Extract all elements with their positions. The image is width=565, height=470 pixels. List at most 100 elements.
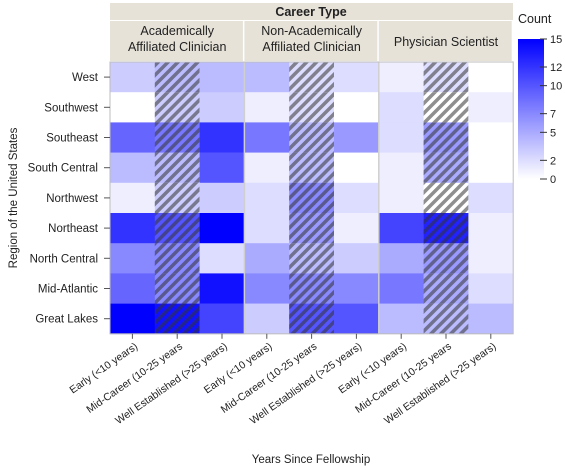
y-tick-label: Southeast bbox=[46, 133, 99, 145]
legend-tick-label: 15 bbox=[550, 34, 562, 46]
hatch-overlay bbox=[423, 243, 469, 274]
heatmap-cell bbox=[378, 152, 424, 184]
hatch-overlay bbox=[289, 273, 334, 304]
facet-label: Affiliated Clinician bbox=[262, 40, 360, 54]
x-tick-labels: Early (<10 years)Mid-Career (10-25 years… bbox=[68, 333, 499, 427]
hatch-overlay bbox=[289, 122, 334, 153]
heatmap-cells bbox=[109, 61, 514, 335]
heatmap-cell bbox=[334, 62, 380, 93]
hatch-overlay bbox=[154, 122, 200, 153]
heatmap-cell bbox=[378, 92, 424, 123]
heatmap-cell bbox=[468, 182, 514, 214]
heatmap-cell bbox=[468, 62, 514, 93]
heatmap-cell bbox=[110, 182, 156, 214]
hatch-overlay bbox=[154, 303, 200, 334]
facet-title: Career Type bbox=[275, 5, 346, 19]
heatmap-cell bbox=[334, 243, 380, 274]
heatmap-cell bbox=[334, 92, 380, 123]
heatmap-cell bbox=[244, 152, 290, 184]
hatch-overlay bbox=[154, 273, 200, 304]
hatch-overlay bbox=[154, 92, 200, 123]
heatmap-cell bbox=[244, 303, 290, 335]
hatch-overlay bbox=[154, 152, 200, 183]
heatmap-cell bbox=[244, 182, 290, 214]
x-axis-label: Years Since Fellowship bbox=[252, 454, 370, 466]
facet-label: Academically bbox=[140, 24, 214, 38]
hatch-overlay bbox=[154, 62, 200, 93]
heatmap-cell bbox=[378, 273, 424, 304]
heatmap-cell bbox=[334, 303, 380, 335]
heatmap-cell bbox=[244, 273, 290, 304]
hatch-overlay bbox=[289, 92, 334, 123]
y-tick-label: Northeast bbox=[48, 223, 99, 235]
heatmap-cell bbox=[110, 62, 156, 93]
heatmap-cell bbox=[334, 122, 380, 153]
heatmap-cell bbox=[468, 273, 514, 304]
legend-tick-label: 12 bbox=[550, 62, 562, 74]
y-tick-label: Great Lakes bbox=[35, 314, 98, 326]
facet-header-0 bbox=[110, 21, 243, 61]
legend-color-bar bbox=[518, 39, 544, 179]
heatmap-cell bbox=[378, 243, 424, 274]
hatch-overlay bbox=[154, 243, 200, 274]
heatmap-cell bbox=[378, 182, 424, 214]
hatch-overlay bbox=[289, 303, 334, 334]
heatmap-cell bbox=[334, 213, 380, 244]
heatmap-cell bbox=[110, 303, 156, 335]
y-tick-label: Northwest bbox=[46, 193, 99, 205]
heatmap-cell bbox=[244, 122, 290, 153]
heatmap-cell bbox=[244, 92, 290, 123]
facet-header-1 bbox=[244, 21, 378, 61]
legend-tick-label: 7 bbox=[550, 109, 556, 121]
y-tick-label: West bbox=[72, 72, 99, 84]
heatmap-cell bbox=[199, 273, 245, 304]
hatch-overlay bbox=[289, 243, 334, 274]
hatch-overlay bbox=[423, 152, 469, 183]
heatmap-cell bbox=[110, 92, 156, 123]
heatmap-cell bbox=[110, 122, 156, 153]
heatmap-cell bbox=[110, 273, 156, 304]
hatch-overlay bbox=[289, 182, 334, 213]
legend-tick-label: 2 bbox=[550, 155, 556, 167]
y-tick-label: North Central bbox=[30, 253, 98, 265]
legend-tick-label: 5 bbox=[550, 127, 556, 139]
heatmap-cell bbox=[199, 122, 245, 153]
hatch-overlay bbox=[289, 62, 334, 93]
heatmap-cell bbox=[199, 92, 245, 123]
heatmap-cell bbox=[468, 92, 514, 123]
heatmap-cell bbox=[199, 62, 245, 93]
y-axis-label: Region of the United States bbox=[8, 127, 20, 268]
y-tick-label: South Central bbox=[28, 163, 98, 175]
heatmap-cell bbox=[468, 213, 514, 244]
hatch-overlay bbox=[154, 182, 200, 213]
hatch-overlay bbox=[423, 303, 469, 334]
hatch-overlay bbox=[423, 213, 469, 244]
y-tick-labels: West Southwest Southeast South Central North… bbox=[28, 72, 110, 326]
hatch-overlay bbox=[289, 213, 334, 244]
heatmap-cell bbox=[110, 213, 156, 244]
heatmap-cell bbox=[110, 152, 156, 184]
heatmap-cell bbox=[334, 273, 380, 304]
facet-label: Non-Academically bbox=[261, 24, 362, 38]
heatmap-cell bbox=[199, 213, 245, 244]
hatch-overlay bbox=[423, 273, 469, 304]
heatmap-cell bbox=[378, 122, 424, 153]
legend-tick-label: 0 bbox=[550, 174, 556, 186]
hatch-overlay bbox=[154, 213, 200, 244]
hatch-overlay bbox=[423, 122, 469, 153]
y-tick-label: Southwest bbox=[44, 102, 99, 114]
hatch-overlay bbox=[423, 92, 469, 123]
hatch-overlay bbox=[423, 182, 469, 213]
facet-headers: Academically Affiliated Clinician Non-Acad… bbox=[110, 21, 512, 61]
hatch-overlay bbox=[423, 62, 469, 93]
facet-header-2 bbox=[378, 21, 512, 61]
heatmap-cell bbox=[378, 303, 424, 335]
heatmap-cell bbox=[468, 152, 514, 184]
facet-title-bar bbox=[110, 3, 513, 20]
heatmap-cell bbox=[244, 62, 290, 93]
heatmap-cell bbox=[468, 243, 514, 274]
heatmap-cell bbox=[468, 122, 514, 153]
heatmap-cell bbox=[334, 182, 380, 214]
heatmap-cell bbox=[378, 62, 424, 93]
